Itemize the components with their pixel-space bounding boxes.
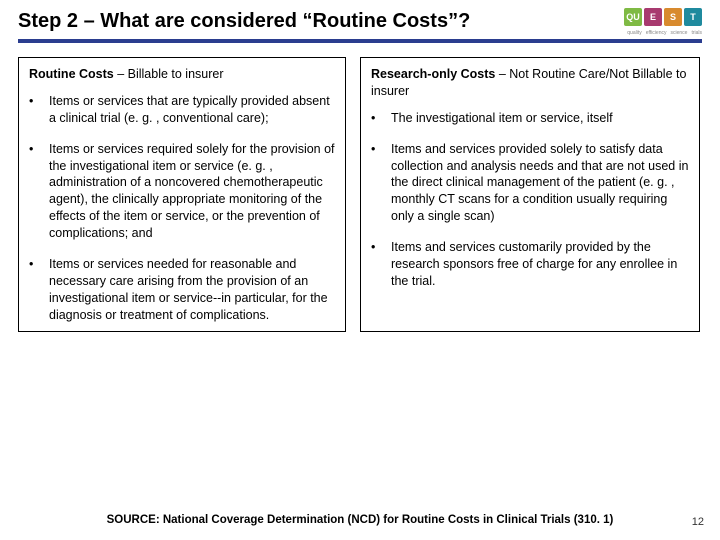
logo-square-1: E: [644, 8, 662, 26]
bullet-text: Items and services provided solely to sa…: [391, 141, 689, 225]
list-item: •Items or services required solely for t…: [29, 141, 335, 242]
list-item: •Items or services that are typically pr…: [29, 93, 335, 127]
bullet-icon: •: [371, 141, 391, 225]
bullet-icon: •: [371, 110, 391, 127]
title-underline: [18, 39, 702, 43]
research-only-header: Research-only Costs – Not Routine Care/N…: [371, 66, 689, 100]
routine-costs-box: Routine Costs – Billable to insurer •Ite…: [18, 57, 346, 332]
list-item: •Items or services needed for reasonable…: [29, 256, 335, 324]
bullet-text: Items or services required solely for th…: [49, 141, 335, 242]
list-item: •The investigational item or service, it…: [371, 110, 689, 127]
logo-square-0: QU: [624, 8, 642, 26]
source-citation: SOURCE: National Coverage Determination …: [0, 514, 720, 526]
research-only-list: •The investigational item or service, it…: [371, 110, 689, 290]
bullet-icon: •: [371, 239, 391, 290]
logo-tagline: quality efficiency science trials: [627, 30, 702, 36]
tagline-1: efficiency: [646, 30, 667, 36]
logo-square-3: T: [684, 8, 702, 26]
page-number: 12: [692, 516, 704, 528]
quest-logo: QU E S T: [624, 8, 702, 26]
bullet-text: Items or services that are typically pro…: [49, 93, 335, 127]
logo-square-2: S: [664, 8, 682, 26]
slide-title: Step 2 – What are considered “Routine Co…: [18, 10, 702, 33]
research-only-box: Research-only Costs – Not Routine Care/N…: [360, 57, 700, 332]
bullet-text: Items or services needed for reasonable …: [49, 256, 335, 324]
bullet-text: The investigational item or service, its…: [391, 110, 689, 127]
list-item: •Items and services provided solely to s…: [371, 141, 689, 225]
content-columns: Routine Costs – Billable to insurer •Ite…: [18, 57, 702, 332]
routine-costs-header-bold: Routine Costs: [29, 67, 114, 81]
slide: Step 2 – What are considered “Routine Co…: [0, 0, 720, 540]
routine-costs-list: •Items or services that are typically pr…: [29, 93, 335, 324]
tagline-2: science: [670, 30, 687, 36]
routine-costs-header: Routine Costs – Billable to insurer: [29, 66, 335, 83]
tagline-3: trials: [691, 30, 702, 36]
bullet-icon: •: [29, 93, 49, 127]
bullet-icon: •: [29, 141, 49, 242]
list-item: •Items and services customarily provided…: [371, 239, 689, 290]
tagline-0: quality: [627, 30, 641, 36]
research-only-header-bold: Research-only Costs: [371, 67, 495, 81]
routine-costs-header-rest: – Billable to insurer: [114, 67, 224, 81]
bullet-icon: •: [29, 256, 49, 324]
bullet-text: Items and services customarily provided …: [391, 239, 689, 290]
